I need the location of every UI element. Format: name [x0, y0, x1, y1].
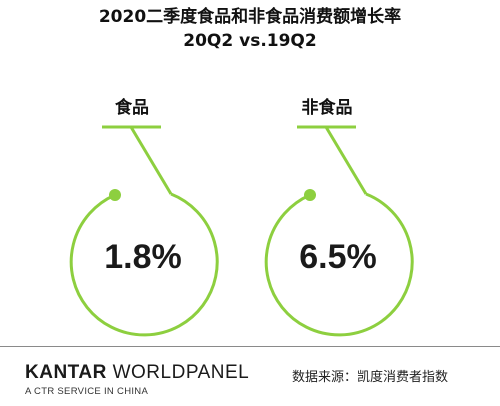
category-label-nonfood: 非食品 [267, 93, 387, 118]
gauge-food-pointer [131, 127, 171, 194]
value-label-nonfood: 6.5% [258, 238, 418, 277]
brand-logo-text: KANTAR WORLDPANEL [25, 362, 249, 384]
data-source: 数据来源：凯度消费者指数 [292, 366, 448, 385]
value-label-food: 1.8% [63, 238, 223, 277]
gauge-nonfood-dot [304, 189, 316, 201]
brand-subtitle: A CTR SERVICE IN CHINA [25, 386, 148, 397]
gauge-nonfood-pointer [326, 127, 366, 194]
brand-main: KANTAR WORLDPANEL [25, 362, 249, 383]
footer-divider [0, 346, 500, 347]
gauge-food-dot [109, 189, 121, 201]
gauge-nonfood [266, 127, 412, 335]
gauge-food [71, 127, 217, 335]
category-label-food: 食品 [72, 93, 192, 118]
